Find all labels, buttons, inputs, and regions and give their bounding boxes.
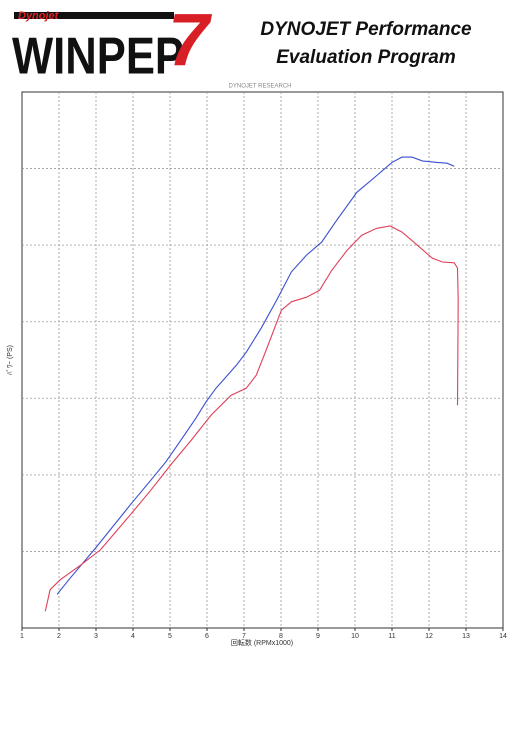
line-series	[56, 156, 455, 595]
title: Evaluation Program	[276, 47, 456, 68]
logo: WINPEP	[12, 28, 184, 86]
x-tick-label: 1	[20, 633, 24, 640]
x-tick-label: 7	[242, 633, 246, 640]
y-axis-label: ﾊﾟﾜｰ (PS)	[6, 345, 14, 375]
x-tick-label: 6	[205, 633, 209, 640]
logo-bar	[14, 12, 174, 19]
x-tick-label: 13	[462, 633, 470, 640]
title: DYNOJET Performance	[260, 19, 472, 40]
line-series	[44, 225, 459, 612]
chart-subtitle: DYNOJET RESEARCH	[229, 84, 292, 90]
x-tick-label: 12	[425, 633, 433, 640]
x-tick-label: 11	[388, 633, 395, 640]
x-tick-label: 14	[499, 633, 507, 640]
x-tick-label: 2	[57, 633, 61, 640]
logo-version: 7	[168, 0, 213, 82]
x-tick-label: 5	[168, 633, 172, 640]
x-axis-label: 回転数 (RPMx1000)	[231, 638, 293, 647]
x-tick-label: 4	[131, 633, 135, 640]
x-tick-label: 3	[94, 633, 98, 640]
x-tick-label: 9	[316, 633, 320, 640]
x-tick-label: 8	[279, 633, 283, 640]
brand: Dynojet	[18, 10, 60, 22]
x-tick-label: 10	[351, 633, 359, 640]
plot-frame	[21, 91, 504, 629]
